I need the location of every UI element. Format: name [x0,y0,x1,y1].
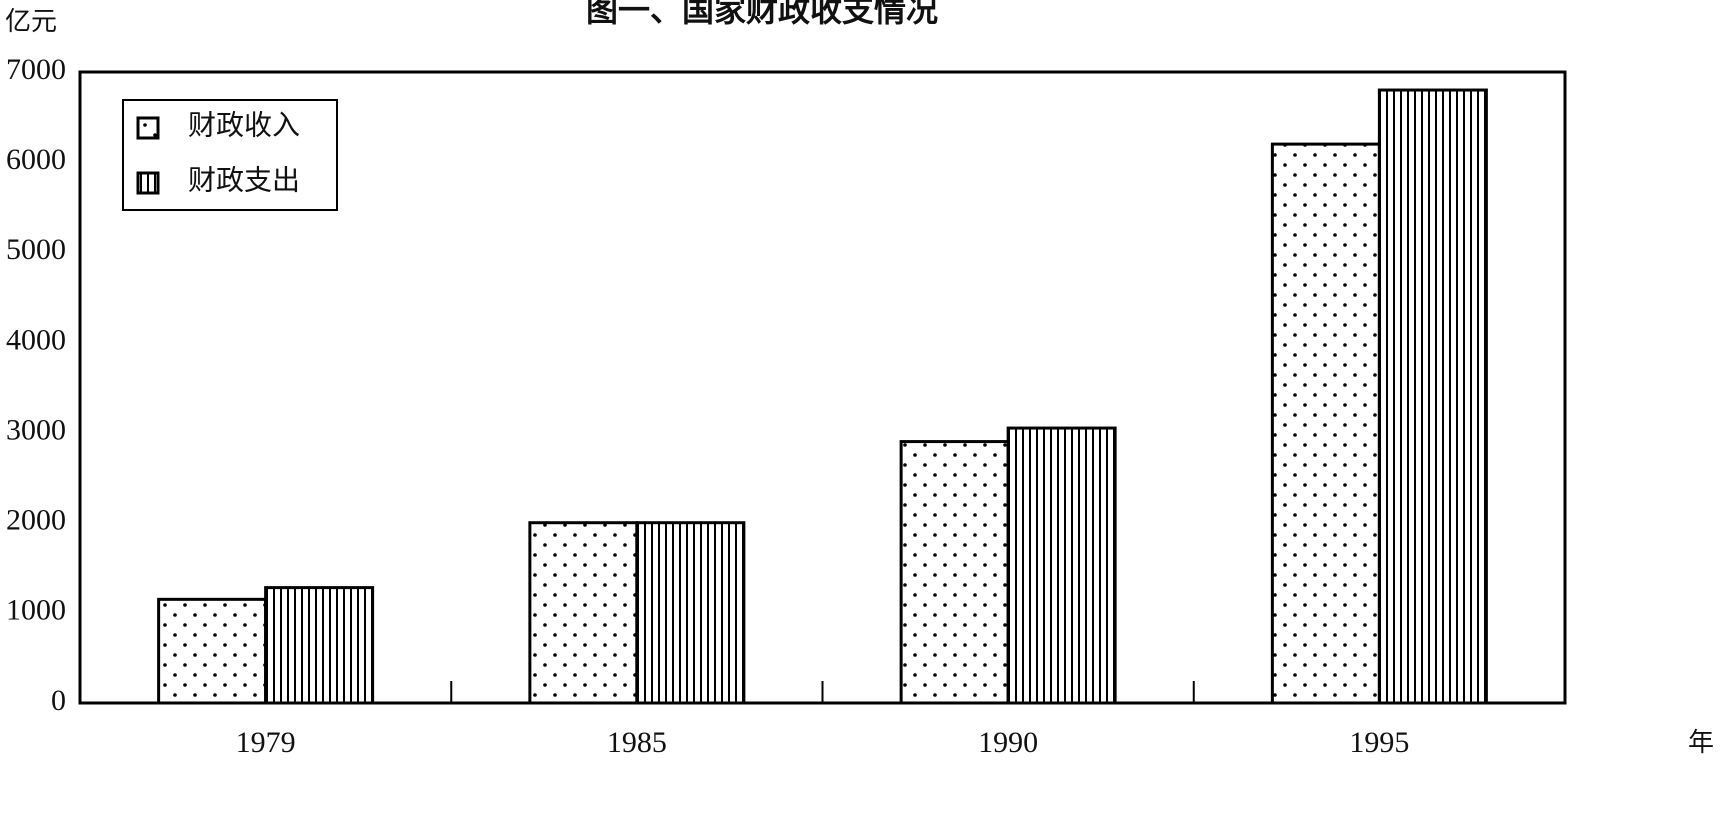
bar [899,440,1010,705]
legend-label: 财政支出 [188,164,300,196]
x-tick-label: 1985 [607,726,667,759]
y-tick-label: 3000 [6,413,66,446]
y-tick-label: 1000 [6,594,66,627]
y-tick-label: 7000 [6,53,66,86]
y-tick-label: 6000 [6,143,66,176]
y-axis-label: 亿元 [5,7,57,36]
y-tick-label: 4000 [6,323,66,356]
legend-swatch [136,171,160,195]
bar [635,521,746,705]
bar [264,586,375,705]
x-axis-label: 年 [1688,728,1714,757]
bar [1377,88,1488,705]
x-tick-label: 1995 [1349,726,1409,759]
x-tick-label: 1990 [978,726,1038,759]
y-tick-label: 2000 [6,504,66,537]
x-tick-label: 1979 [236,726,296,759]
bar [1270,142,1381,705]
chart-title: 图一、国家财政收支情况 [586,0,938,29]
y-tick-label: 5000 [6,233,66,266]
legend-label: 财政收入 [188,109,300,141]
y-tick-label: 0 [51,684,66,717]
legend-swatch [136,116,160,140]
bar [157,597,268,705]
bar [1006,426,1117,705]
bar [528,521,639,705]
